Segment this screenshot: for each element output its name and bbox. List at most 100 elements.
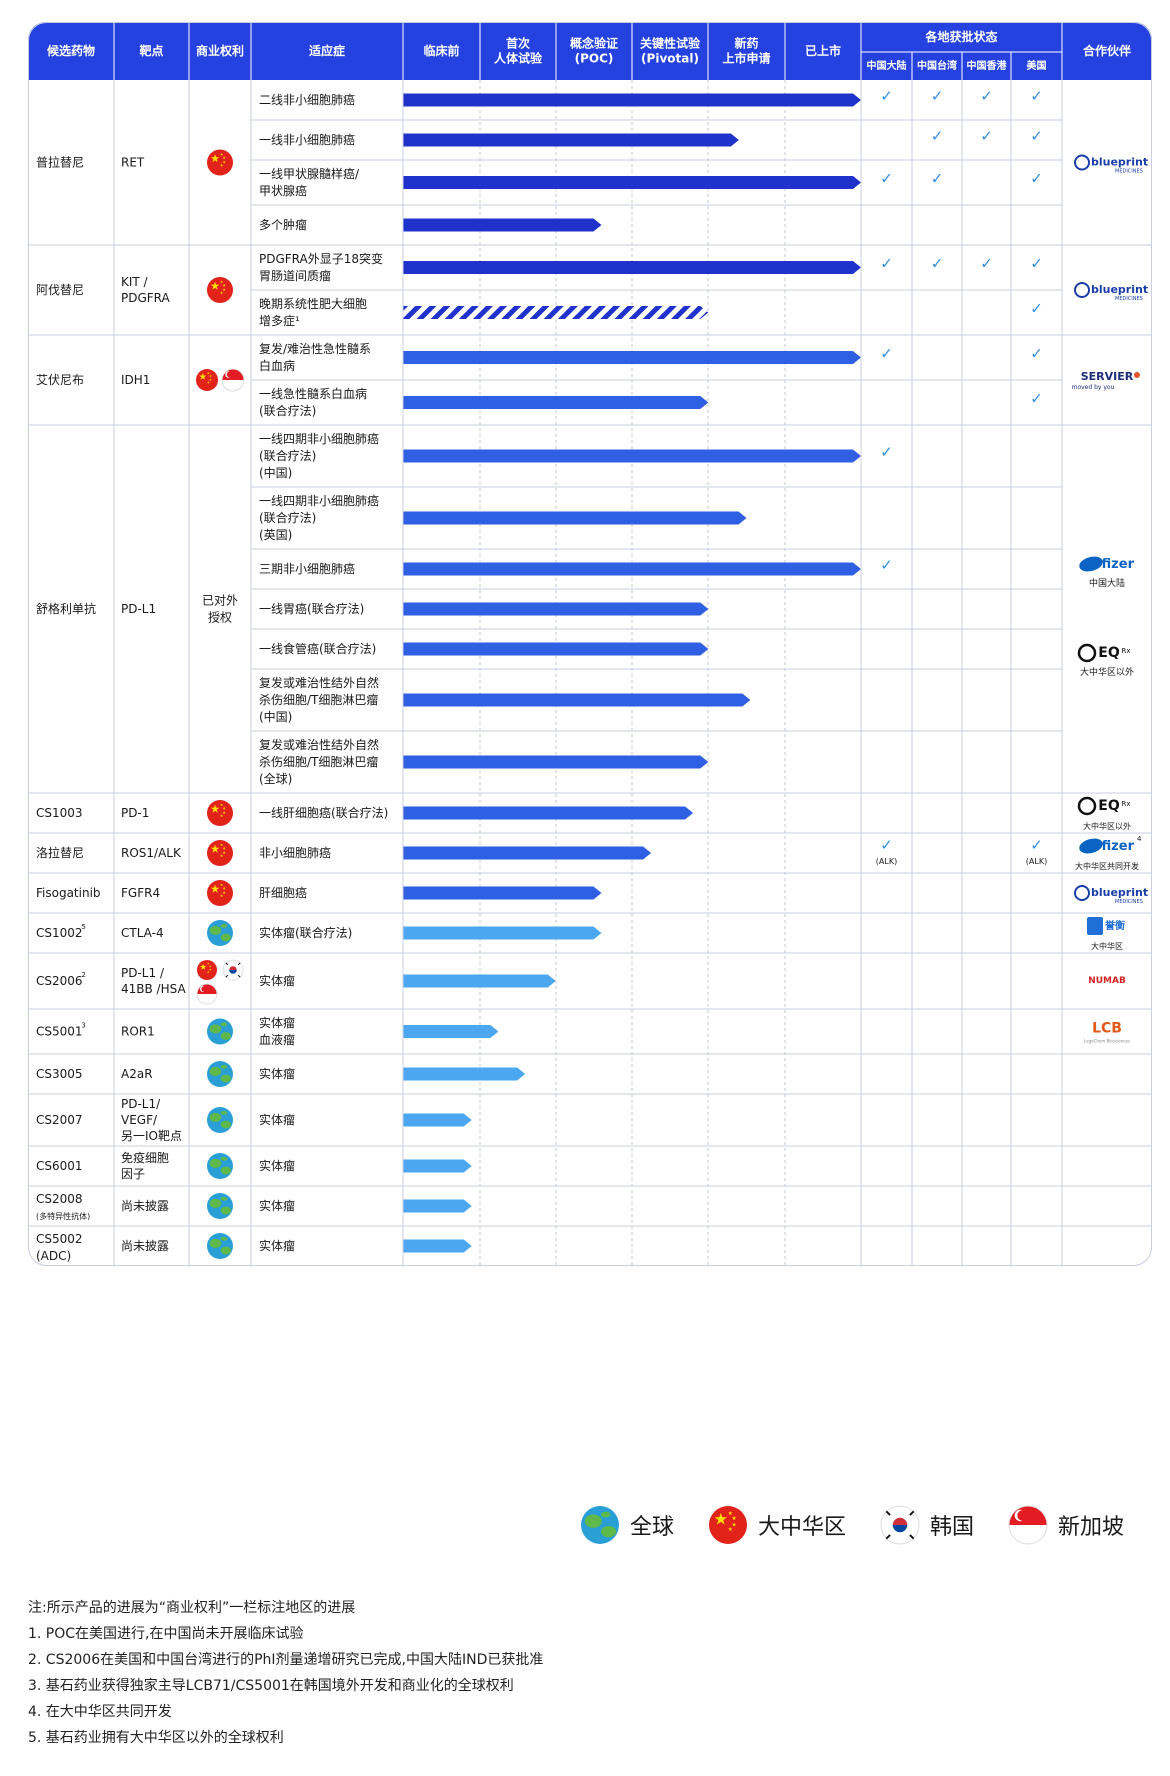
indication-label: 实体瘤(联合疗法) — [259, 925, 352, 940]
indication-label: 一线四期非小细胞肺癌(联合疗法) (中国) — [259, 431, 379, 480]
globe-continent — [220, 1166, 232, 1175]
yuxi-mark — [1087, 917, 1103, 935]
indication-row: 一线甲状腺髓样癌/甲状腺癌 ✓ ✓ ✓ — [251, 166, 1062, 206]
china-flag-icon — [207, 800, 233, 826]
pfizer-pill — [1079, 556, 1103, 572]
eq-wordmark: EQ — [1098, 645, 1120, 661]
progress-bar — [403, 449, 861, 463]
flag-white-half — [1009, 1525, 1048, 1544]
flag-trigram — [885, 1510, 891, 1516]
approval-check: ✓ — [980, 255, 993, 273]
blueprint-subtitle: MEDICINES — [1115, 169, 1143, 175]
flag-white-half — [197, 994, 217, 1004]
drug-group: CS3005 A2aR 实体瘤 — [28, 1061, 1152, 1095]
legend-item-singapore: 新加坡 — [1008, 1505, 1124, 1545]
approval-check: ✓ — [1030, 390, 1043, 408]
flag-star — [220, 854, 224, 858]
drug-group: CS1003 PD-1 一线肝细胞癌(联合疗法) EQ Rx 大中华区以外 — [28, 796, 1152, 834]
approval-check: ✓ — [980, 127, 993, 145]
indication-label: 实体瘤 — [259, 1198, 295, 1213]
globe-continent — [220, 1064, 228, 1069]
drug-target: 免疫细胞因子 — [121, 1150, 169, 1181]
legend-label-singapore: 新加坡 — [1058, 1515, 1125, 1540]
progress-bar — [403, 133, 739, 147]
indication-row: 一线肝细胞癌(联合疗法) — [259, 805, 694, 820]
progress-bar — [403, 351, 861, 364]
footnote-4: 4. 在大中华区共同开发 — [28, 1704, 172, 1720]
indication-label: 一线急性髓系白血病(联合疗法) — [259, 386, 367, 418]
approval-check: ✓ — [931, 127, 944, 145]
flag-field — [207, 149, 233, 176]
approval-note: (ALK) — [1026, 857, 1047, 866]
indication-row: 实体瘤 — [259, 1198, 472, 1213]
flag-red-half — [222, 369, 244, 380]
indication-label: 复发/难治性急性髓系白血病 — [259, 341, 371, 373]
globe-land — [209, 923, 232, 942]
globe-land — [584, 1511, 617, 1538]
globe-continent — [220, 1196, 228, 1201]
blueprint-wordmark: blueprint — [1091, 283, 1148, 296]
indication-row: 实体瘤 — [259, 1066, 526, 1081]
indication-label: 实体瘤 — [259, 1158, 295, 1173]
eq-ring — [1077, 796, 1097, 816]
korea-flag-icon — [222, 959, 244, 981]
globe-land — [209, 1110, 232, 1129]
flag-field — [197, 960, 217, 980]
approval-check: ✓ — [1030, 300, 1043, 318]
drug-name: CS3005 — [36, 1067, 83, 1081]
korea-flag-icon — [880, 1505, 920, 1545]
drug-name-note: (多特异性抗体) — [36, 1211, 90, 1221]
globe-continent — [220, 1022, 228, 1027]
drug-target: PD-L1 /41BB /HSA — [121, 966, 186, 996]
indication-label: 一线胃癌(联合疗法) — [259, 601, 364, 616]
flag-red-half — [197, 984, 217, 994]
servier-tagline: moved by you — [1072, 384, 1115, 391]
flag-star — [209, 968, 212, 971]
flag-trigram — [909, 1534, 915, 1540]
flag-star — [220, 894, 224, 898]
indication-row: 晚期系统性肥大细胞增多症¹ ✓ — [259, 297, 1043, 328]
eq-rx: Rx — [1121, 800, 1130, 808]
globe-icon — [207, 920, 233, 946]
indication-row: 复发或难治性结外自然杀伤细胞/T细胞淋巴瘤(中国) — [251, 675, 1062, 732]
indication-row: 一线四期非小细胞肺癌(联合疗法) (英国) — [251, 493, 1062, 550]
indication-label: 一线肝细胞癌(联合疗法) — [259, 805, 388, 820]
progress-bar — [403, 806, 694, 820]
flag-star — [731, 1522, 737, 1527]
globe-continent — [220, 1236, 228, 1241]
flag-star — [222, 806, 226, 810]
indication-row: 三期非小细胞肺癌 ✓ — [251, 556, 1062, 590]
china-flag-icon — [196, 369, 218, 391]
approval-check: ✓ — [931, 255, 944, 273]
drug-name: CS5002 — [36, 1232, 83, 1246]
singapore-flag-icon — [196, 983, 218, 1005]
header-phase-0: 临床前 — [423, 43, 459, 58]
globe-land — [209, 1156, 232, 1175]
indication-label: 二线非小细胞肺癌 — [259, 92, 355, 107]
drug-target: RET — [121, 156, 145, 170]
blueprint-mark — [1074, 154, 1090, 171]
eq-logo: EQ Rx — [1077, 643, 1131, 663]
globe-land — [209, 1196, 232, 1215]
globe-icon — [581, 1506, 619, 1544]
flag-star — [220, 280, 224, 284]
drug-name: 普拉替尼 — [36, 155, 84, 170]
approval-check: ✓ — [880, 556, 893, 574]
drug-target: PD-L1 — [121, 602, 156, 616]
indication-row: 非小细胞肺癌 ✓ (ALK) ✓ (ALK) — [259, 836, 1047, 866]
approval-check: ✓ — [880, 87, 893, 105]
drug-name: Fisogatinib — [36, 886, 101, 900]
indication-row: PDGFRA外显子18突变胃肠道间质瘤 ✓ ✓ ✓ ✓ — [251, 251, 1062, 291]
flag-star — [728, 1526, 733, 1532]
pfizer-wordmark: Pfizer — [1092, 557, 1135, 572]
approval-check: ✓ — [880, 170, 893, 188]
globe-continent — [220, 1074, 232, 1083]
